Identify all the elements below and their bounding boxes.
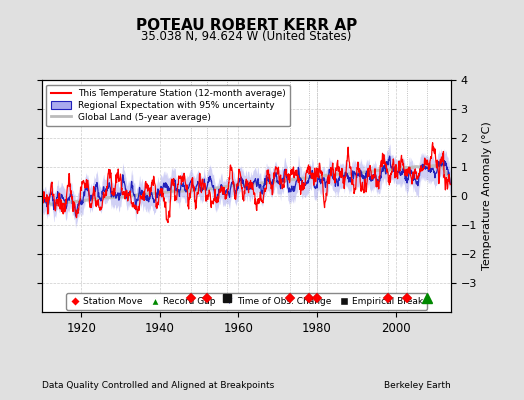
Text: 35.038 N, 94.624 W (United States): 35.038 N, 94.624 W (United States) — [141, 30, 352, 43]
Text: Data Quality Controlled and Aligned at Breakpoints: Data Quality Controlled and Aligned at B… — [42, 381, 274, 390]
Text: POTEAU ROBERT KERR AP: POTEAU ROBERT KERR AP — [136, 18, 357, 33]
Y-axis label: Temperature Anomaly (°C): Temperature Anomaly (°C) — [483, 122, 493, 270]
Legend: Station Move, Record Gap, Time of Obs. Change, Empirical Break: Station Move, Record Gap, Time of Obs. C… — [66, 294, 427, 310]
Text: Berkeley Earth: Berkeley Earth — [384, 381, 451, 390]
